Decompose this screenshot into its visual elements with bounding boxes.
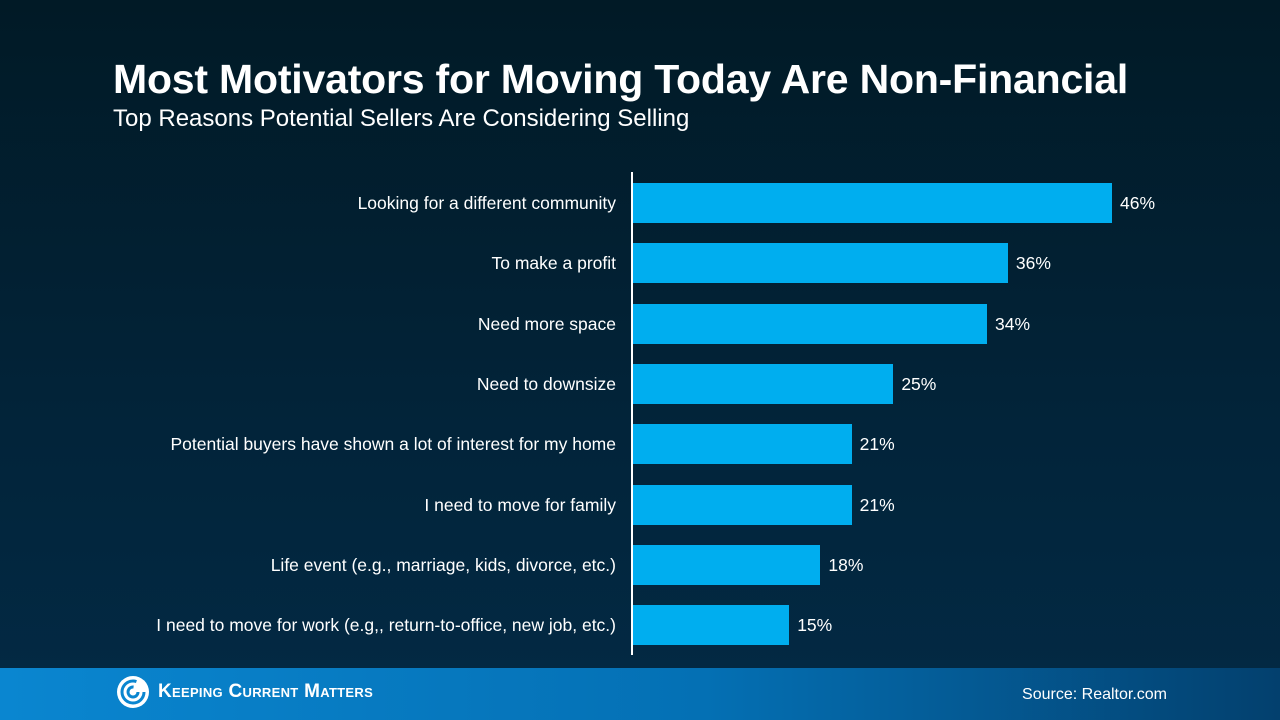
bar: [633, 484, 852, 525]
bar: [633, 605, 790, 646]
category-label: To make a profit: [491, 253, 617, 274]
data-label: 46%: [1120, 193, 1156, 213]
bar: [633, 363, 894, 404]
y-axis-line: [631, 172, 633, 655]
source-note: Source: Realtor.com: [1022, 686, 1167, 703]
category-label: Life event (e.g., marriage, kids, divorc…: [270, 554, 616, 575]
brand-name: Keeping Current Matters: [158, 681, 374, 702]
data-label: 21%: [859, 434, 895, 455]
footer-bar: [0, 668, 1280, 720]
bar: [633, 243, 1008, 284]
category-label: Need more space: [477, 313, 616, 334]
category-label: Potential buyers have shown a lot of int…: [170, 434, 616, 455]
chart-title: Most Motivators for Moving Today Are Non…: [113, 56, 1129, 102]
category-label: I need to move for work (e.g,, return-to…: [156, 615, 616, 636]
category-label: Looking for a different community: [357, 193, 616, 213]
bar: [633, 303, 988, 344]
chart-subtitle: Top Reasons Potential Sellers Are Consid…: [113, 105, 690, 132]
data-label: 25%: [901, 373, 937, 394]
category-label: I need to move for family: [424, 494, 616, 515]
bar: [633, 544, 821, 585]
data-label: 18%: [828, 554, 864, 575]
bar: [633, 183, 1112, 223]
data-label: 36%: [1015, 253, 1051, 274]
swirl-logo-icon: [117, 676, 149, 708]
bar: [633, 424, 852, 465]
category-label: Need to downsize: [476, 373, 616, 394]
data-label: 15%: [797, 615, 833, 636]
brand-logo: Keeping Current Matters: [116, 675, 373, 709]
data-label: 34%: [995, 313, 1031, 334]
data-label: 21%: [859, 494, 895, 515]
